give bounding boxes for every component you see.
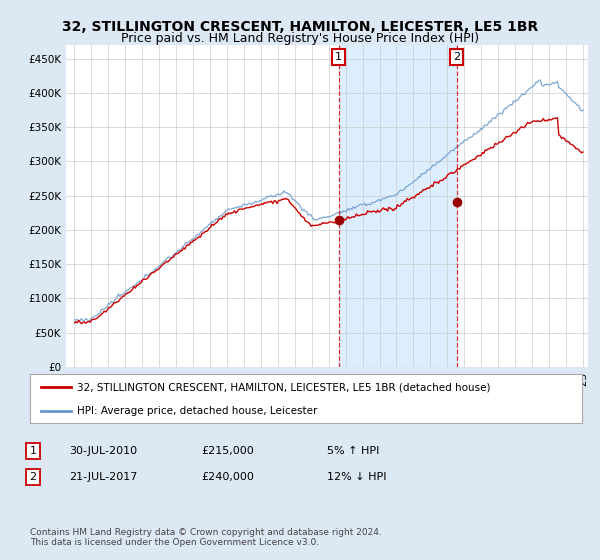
Bar (338, 45, 457, 367)
Text: £215,000: £215,000 (201, 446, 254, 456)
Text: HPI: Average price, detached house, Leicester: HPI: Average price, detached house, Leic… (77, 406, 317, 416)
Text: Price paid vs. HM Land Registry's House Price Index (HPI): Price paid vs. HM Land Registry's House … (121, 32, 479, 45)
Text: 32, STILLINGTON CRESCENT, HAMILTON, LEICESTER, LE5 1BR: 32, STILLINGTON CRESCENT, HAMILTON, LEIC… (62, 20, 538, 34)
Text: £240,000: £240,000 (201, 472, 254, 482)
Text: 30-JUL-2010: 30-JUL-2010 (69, 446, 137, 456)
Text: Contains HM Land Registry data © Crown copyright and database right 2024.
This d: Contains HM Land Registry data © Crown c… (30, 528, 382, 547)
Text: 12% ↓ HPI: 12% ↓ HPI (327, 472, 386, 482)
Text: 2: 2 (29, 472, 37, 482)
Text: 1: 1 (29, 446, 37, 456)
Text: 1: 1 (335, 52, 342, 62)
Text: 5% ↑ HPI: 5% ↑ HPI (327, 446, 379, 456)
Text: 2: 2 (453, 52, 460, 62)
Text: 21-JUL-2017: 21-JUL-2017 (69, 472, 137, 482)
Text: 32, STILLINGTON CRESCENT, HAMILTON, LEICESTER, LE5 1BR (detached house): 32, STILLINGTON CRESCENT, HAMILTON, LEIC… (77, 382, 490, 393)
